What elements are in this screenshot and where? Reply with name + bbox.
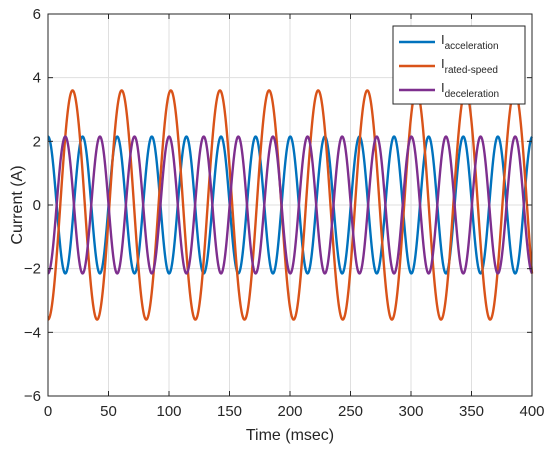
x-tick-label: 400 [519, 403, 544, 420]
plot-series [47, 89, 534, 321]
x-tick-label: 350 [459, 403, 484, 420]
y-tick-label: 2 [33, 133, 41, 150]
x-tick-label: 0 [44, 403, 52, 420]
legend-label: Iacceleration [441, 32, 499, 52]
series-line-rated-speed [47, 89, 534, 321]
x-tick-label: 100 [156, 403, 181, 420]
x-tick-label: 150 [217, 403, 242, 420]
x-tick-label: 200 [277, 403, 302, 420]
x-axis-label: Time (msec) [246, 427, 334, 444]
y-tick-label: 4 [33, 70, 41, 87]
x-tick-label: 250 [338, 403, 363, 420]
y-tick-label: −2 [24, 261, 41, 278]
y-tick-label: −4 [24, 324, 41, 341]
x-tick-label: 50 [100, 403, 117, 420]
y-tick-label: 0 [33, 197, 41, 214]
legend: Iacceleration Irated-speed Ideceleration [392, 25, 526, 105]
legend-label: Irated-speed [441, 56, 498, 76]
y-axis-label: Current (A) [9, 165, 26, 244]
legend-label: Ideceleration [441, 80, 499, 100]
y-tick-label: −6 [24, 388, 41, 405]
y-tick-label: 6 [33, 6, 41, 23]
series-line-deceleration [47, 135, 533, 275]
x-tick-label: 300 [398, 403, 423, 420]
axis-ticks: 0 50 100 150 200 250 300 350 400 −6 −4 −2 0 2 4 6 [24, 6, 545, 420]
